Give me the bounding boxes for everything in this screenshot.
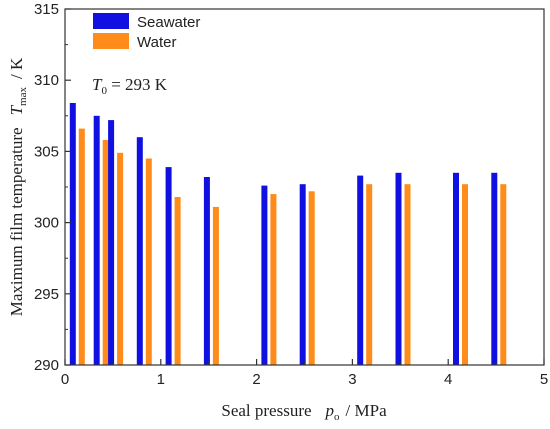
y-axis-label-symbol: T <box>7 104 26 115</box>
x-tick-label: 4 <box>444 371 452 388</box>
bar-water-7 <box>308 191 315 365</box>
bar-seawater-10 <box>453 172 459 365</box>
bar-seawater-3 <box>136 137 143 365</box>
legend-label-water: Water <box>137 34 176 51</box>
bar-water-3 <box>145 158 152 365</box>
x-axis-label-text: Seal pressure <box>221 401 311 420</box>
bar-seawater-4 <box>165 167 172 365</box>
annotation-subscript: 0 <box>101 85 107 97</box>
bar-seawater-6 <box>261 185 268 365</box>
y-axis-label-unit: / K <box>7 57 26 79</box>
bar-water-10 <box>462 184 468 365</box>
x-axis-label-unit: / MPa <box>346 401 388 420</box>
axes-group: 0 1 2 3 4 5 290 295 300 305 310 315 <box>34 1 548 388</box>
legend-swatch-seawater <box>93 13 129 29</box>
bar-seawater-5 <box>203 177 210 365</box>
bar-seawater-11 <box>491 172 498 365</box>
x-tick-label: 0 <box>61 371 69 388</box>
bars-group <box>69 103 507 365</box>
y-tick-label: 290 <box>34 357 59 374</box>
bar-water-0 <box>78 128 85 365</box>
x-tick-label: 1 <box>157 371 165 388</box>
x-tick-label: 2 <box>252 371 260 388</box>
bar-seawater-2 <box>108 120 115 365</box>
y-tick-label: 300 <box>34 215 59 232</box>
y-tick-label: 315 <box>34 1 59 18</box>
legend: Seawater Water <box>93 13 200 51</box>
y-tick-label: 295 <box>34 286 59 303</box>
bar-seawater-1 <box>93 115 100 365</box>
y-axis-label: Maximum film temperature Tmax / K <box>7 57 29 316</box>
bar-water-9 <box>404 184 411 365</box>
y-tick-label: 310 <box>34 72 59 89</box>
bar-water-1 <box>102 140 109 365</box>
bar-seawater-9 <box>395 172 402 365</box>
bar-water-8 <box>366 184 373 365</box>
x-axis-label-subscript: o <box>334 411 340 423</box>
bar-seawater-8 <box>357 175 364 365</box>
y-axis-label-text: Maximum film temperature <box>7 127 26 316</box>
x-axis-label: Seal pressure po / MPa <box>221 401 387 423</box>
annotation-text: = 293 K <box>107 75 168 94</box>
x-tick-label: 3 <box>348 371 356 388</box>
bar-water-4 <box>174 197 181 365</box>
x-tick-label: 5 <box>540 371 548 388</box>
bar-seawater-0 <box>69 103 76 365</box>
annotation-t0: T0 = 293 K <box>92 75 168 97</box>
legend-label-seawater: Seawater <box>137 14 200 31</box>
bar-water-2 <box>117 152 124 365</box>
bar-water-6 <box>270 194 277 365</box>
bar-water-5 <box>212 206 219 365</box>
bar-seawater-7 <box>299 184 306 365</box>
y-axis-label-subscript: max <box>17 87 29 106</box>
legend-swatch-water <box>93 33 129 49</box>
annotation-symbol: T <box>92 75 103 94</box>
x-axis-label-symbol: p <box>325 401 335 420</box>
bar-water-11 <box>500 184 507 365</box>
y-tick-label: 305 <box>34 143 59 160</box>
